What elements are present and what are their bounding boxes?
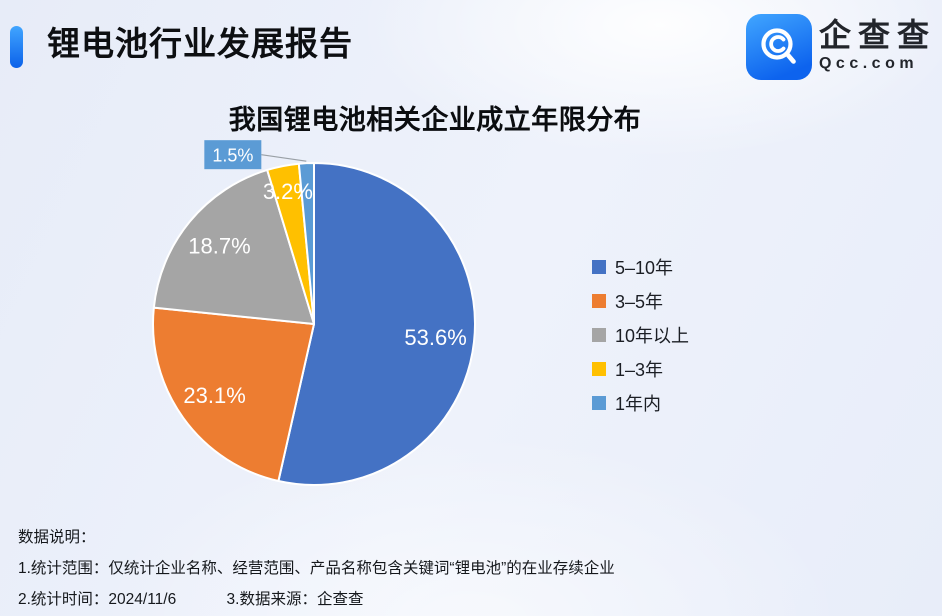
- legend-label: 5–10年: [615, 258, 674, 278]
- footer-heading: 数据说明：: [18, 529, 96, 546]
- logo-domain: Qcc.com: [818, 55, 919, 72]
- legend-swatch: [592, 260, 606, 274]
- pie-chart: 53.6% 23.1% 18.7% 3.2% 1.5%: [152, 140, 476, 486]
- legend-label: 10年以上: [615, 326, 690, 346]
- logo-brand-name: 企查查: [818, 17, 936, 53]
- legend-label: 1年内: [615, 394, 662, 414]
- legend-item-1: 5–10年: [592, 250, 689, 284]
- legend-label: 3–5年: [615, 292, 664, 312]
- qcc-magnifier-icon: [745, 14, 812, 80]
- pie-label-3: 18.7%: [188, 234, 250, 259]
- footer-note-scope: 1.统计范围：仅统计企业名称、经营范围、产品名称包含关键词“锂电池”的在业存续企…: [18, 560, 615, 577]
- footer-note-date: 2.统计时间：2024/11/6: [18, 591, 177, 608]
- legend-swatch: [592, 294, 606, 308]
- qcc-logo-text: 企查查 Qcc.com: [819, 14, 936, 73]
- header-accent-bar: [10, 26, 23, 68]
- footer-note-date-source: 2.统计时间：2024/11/6 3.数据来源：企查查: [18, 591, 615, 608]
- legend-item-4: 1–3年: [592, 352, 689, 386]
- pie-slice-2: [152, 306, 315, 483]
- page-title: 锂电池行业发展报告: [47, 25, 353, 62]
- pie-slice-5: [297, 161, 315, 325]
- callout-leader-line: [261, 154, 307, 162]
- legend-item-5: 1年内: [592, 386, 689, 420]
- footer-notes: 数据说明： 1.统计范围：仅统计企业名称、经营范围、产品名称包含关键词“锂电池”…: [18, 529, 615, 616]
- legend-label: 1–3年: [615, 360, 664, 380]
- pie-slice-3: [152, 168, 315, 325]
- pie-label-2: 23.1%: [183, 383, 245, 408]
- qcc-logo: 企查查 Qcc.com: [745, 14, 936, 80]
- pie-label-4: 3.2%: [263, 179, 313, 204]
- legend-swatch: [592, 396, 606, 410]
- chart-title: 我国锂电池相关企业成立年限分布: [228, 105, 642, 135]
- legend-item-2: 3–5年: [592, 284, 689, 318]
- pie-label-1: 53.6%: [404, 325, 466, 350]
- pie-slice-1: [277, 162, 476, 486]
- pie-label-5: 1.5%: [212, 146, 253, 166]
- legend-item-3: 10年以上: [592, 318, 689, 352]
- legend-swatch: [592, 328, 606, 342]
- chart-legend: 5–10年 3–5年 10年以上 1–3年 1年内: [592, 250, 689, 420]
- footer-note-source: 3.数据来源：企查查: [226, 591, 364, 608]
- callout-box: [204, 140, 262, 170]
- legend-swatch: [592, 362, 606, 376]
